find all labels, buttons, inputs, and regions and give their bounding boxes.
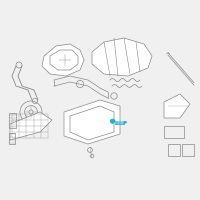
Polygon shape [164, 94, 190, 118]
Polygon shape [124, 121, 127, 124]
Polygon shape [115, 121, 124, 124]
Polygon shape [64, 100, 120, 144]
Bar [168, 144, 180, 156]
Polygon shape [42, 44, 84, 76]
Bar [9, 113, 16, 128]
Polygon shape [110, 119, 115, 123]
Bar [9, 133, 15, 144]
Bar [164, 126, 184, 138]
Polygon shape [10, 112, 52, 140]
Polygon shape [92, 38, 152, 76]
Bar [182, 144, 194, 156]
